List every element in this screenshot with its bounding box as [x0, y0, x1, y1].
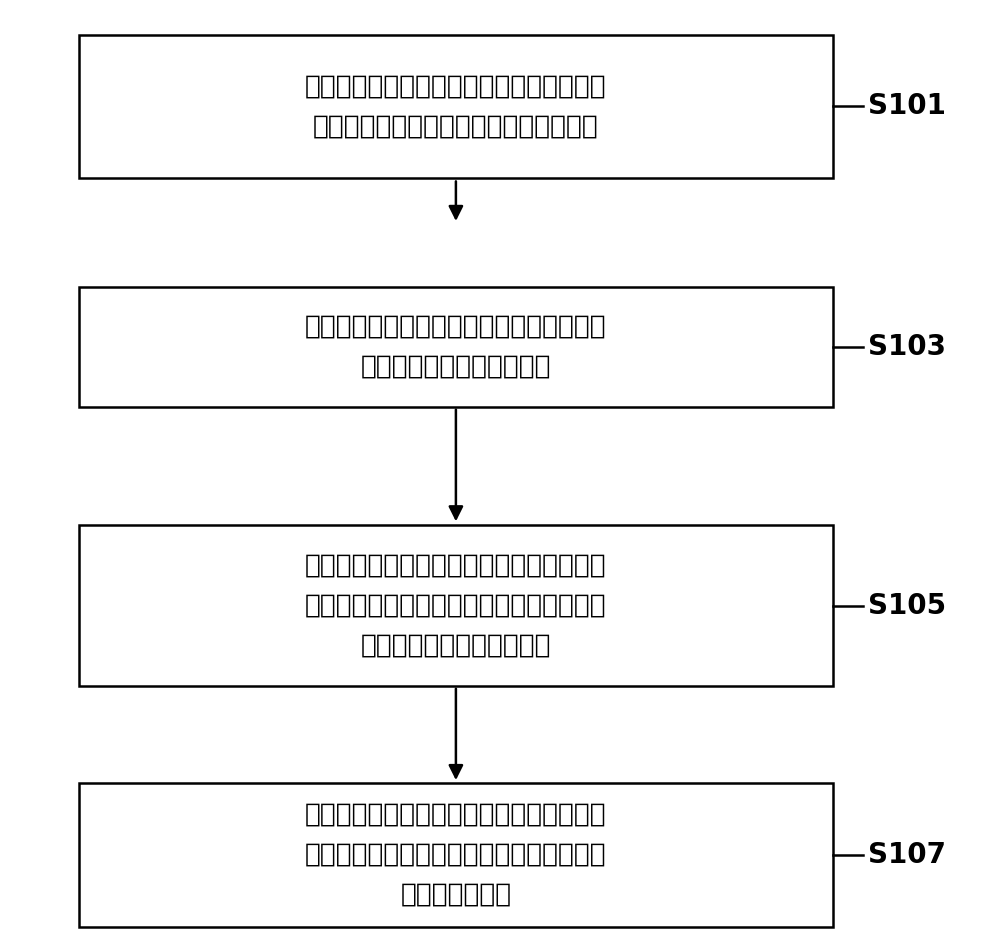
Text: 通过无缝拼接技术将区域替换图像置于目标
区域，使区域替换图像与目标区域的背景图
像形成无缝拼接: 通过无缝拼接技术将区域替换图像置于目标 区域，使区域替换图像与目标区域的背景图 … — [305, 802, 607, 908]
Text: S107: S107 — [868, 841, 946, 869]
Bar — [79, 287, 833, 406]
Text: 基于目标特征对目标区域进行机器学习，确
定预先配置的区域替换图像数据库中与目标
区域相匹配的区域替换图像: 基于目标特征对目标区域进行机器学习，确 定预先配置的区域替换图像数据库中与目标 … — [305, 553, 607, 658]
Bar — [79, 35, 833, 178]
Text: S103: S103 — [868, 333, 946, 361]
Text: 根据目标特征对视频图像进行跟踪，确定目
标区域在视频图像中的位置: 根据目标特征对视频图像进行跟踪，确定目 标区域在视频图像中的位置 — [305, 314, 607, 380]
Bar — [79, 784, 833, 927]
Text: S101: S101 — [868, 92, 945, 121]
Text: 通过对视频图像进行分析，确定视频图像中
的目标区域，以及目标区域中的目标特征: 通过对视频图像进行分析，确定视频图像中 的目标区域，以及目标区域中的目标特征 — [305, 74, 607, 140]
Text: S105: S105 — [868, 591, 946, 620]
Bar — [79, 524, 833, 687]
